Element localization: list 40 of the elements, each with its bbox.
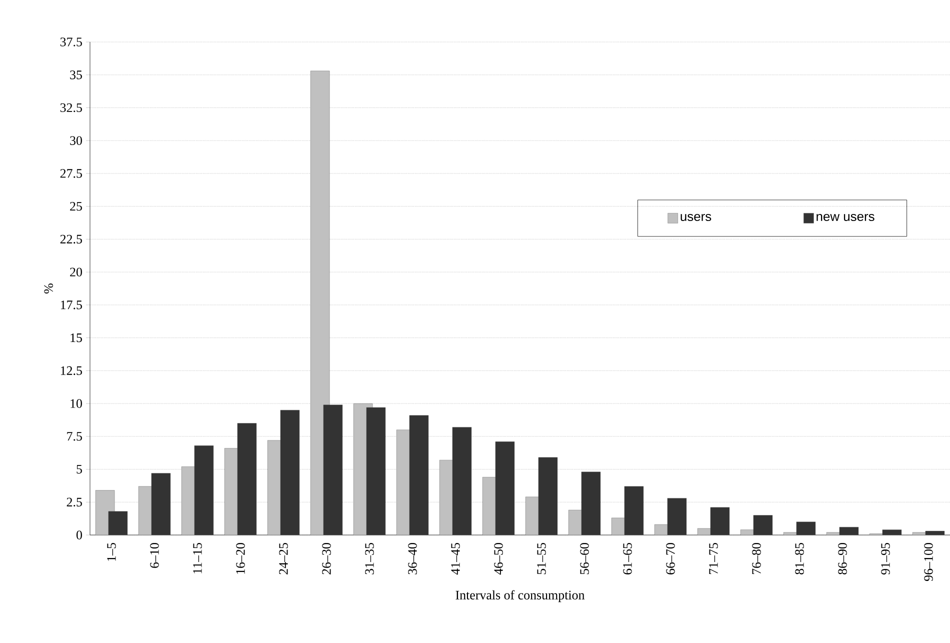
y-tick-label: 12.5 — [60, 366, 82, 376]
x-tick-label: 66–70 — [666, 543, 675, 574]
x-tick-label: 51–55 — [537, 543, 546, 574]
x-tick-label: 6–10 — [150, 543, 159, 568]
y-tick-label: 17.5 — [60, 300, 82, 310]
y-tick-label: 25 — [70, 202, 82, 211]
y-tick-label: 35 — [70, 70, 82, 80]
x-tick-label: 76–80 — [752, 543, 761, 574]
x-tick-label: 16–20 — [236, 543, 245, 574]
x-axis-title: Intervals of consumption — [456, 590, 585, 602]
x-tick-label: 24–25 — [279, 543, 288, 574]
y-tick-label: 2.5 — [66, 498, 82, 507]
y-tick-label: 7.5 — [67, 432, 82, 441]
legend-label: users — [680, 214, 712, 222]
x-tick-label: 81–85 — [795, 543, 804, 574]
x-tick-label: 11–15 — [193, 543, 202, 574]
x-tick-label: 56–60 — [580, 543, 589, 574]
x-tick-label: 61–65 — [623, 543, 632, 574]
y-tick-label: 10 — [70, 399, 82, 408]
x-tick-label: 31–35 — [365, 543, 374, 574]
x-tick-label: 71–75 — [709, 543, 718, 574]
y-tick-label: 5 — [76, 464, 82, 474]
y-tick-label: 0 — [76, 530, 82, 540]
y-tick-label: 32.5 — [60, 103, 82, 112]
x-tick-label: 96–100 — [924, 543, 933, 581]
x-tick-label: 46–50 — [494, 543, 503, 575]
x-tick-label: 41–45 — [451, 543, 460, 575]
y-tick-label: 15 — [70, 333, 82, 342]
y-tick-label: 30 — [70, 136, 82, 145]
x-tick-label: 26–30 — [322, 543, 331, 574]
y-tick-label: 27.5 — [60, 169, 82, 178]
y-tick-label: 22.5 — [60, 234, 82, 244]
x-tick-label: 91–95 — [881, 543, 890, 574]
y-axis-title: % — [44, 284, 53, 294]
x-tick-label: 1–5 — [107, 543, 116, 561]
legend-label: new users — [816, 214, 874, 222]
x-tick-label: 86–90 — [838, 543, 847, 574]
y-tick-label: 20 — [70, 268, 82, 276]
x-tick-label: 36–40 — [408, 543, 417, 574]
y-tick-label: 37.5 — [60, 38, 82, 46]
